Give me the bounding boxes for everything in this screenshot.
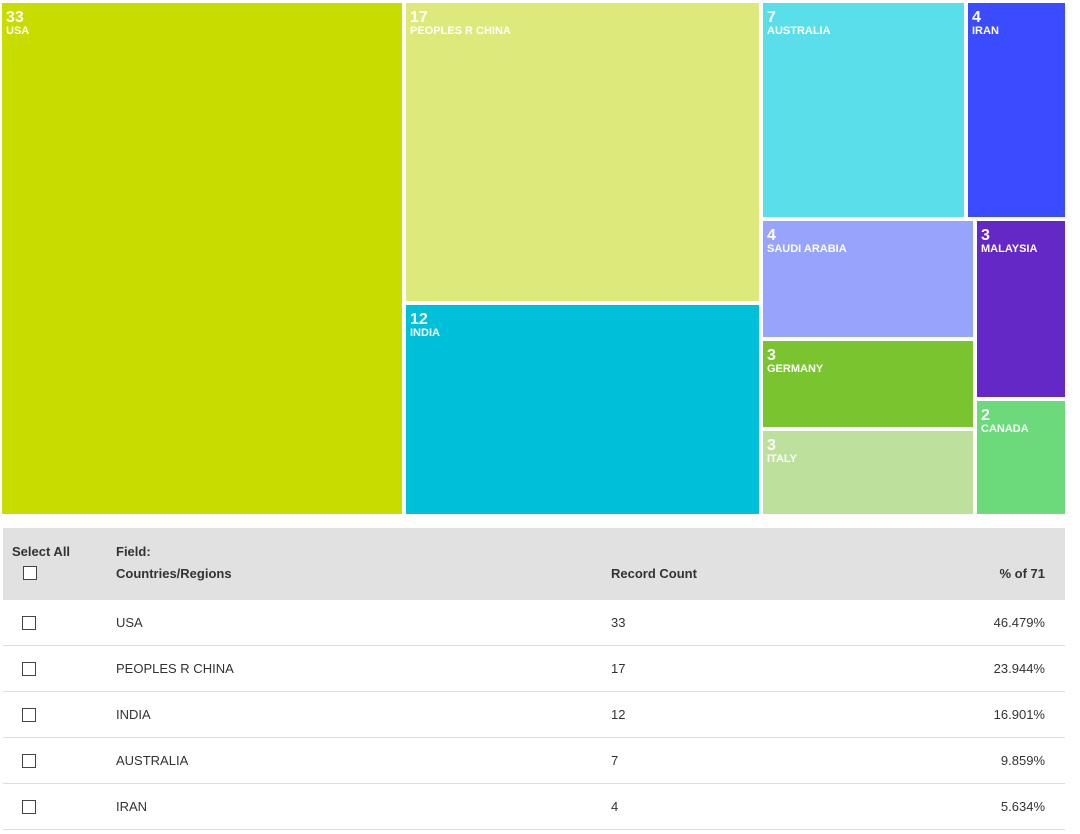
table-row: IRAN 4 5.634% [3, 784, 1065, 830]
tile-label: USA [6, 25, 30, 37]
record-count: 12 [611, 707, 626, 722]
record-count: 4 [611, 799, 619, 814]
tile-label: MALAYSIA [981, 243, 1038, 255]
treemap-tile-australia[interactable]: 7 AUSTRALIA [763, 3, 964, 217]
table-row: USA 33 46.479% [3, 600, 1065, 646]
record-count: 7 [611, 753, 619, 768]
treemap-tile-peoples-r-china[interactable]: 17 PEOPLES R CHINA [406, 3, 759, 301]
table-header: Select All Field: Countries/Regions Reco… [3, 528, 1065, 600]
row-checkbox[interactable] [22, 754, 36, 768]
treemap-tile-canada[interactable]: 2 CANADA [977, 401, 1065, 514]
percent-value: 46.479% [993, 615, 1045, 630]
tile-label: PEOPLES R CHINA [410, 25, 511, 37]
table-row: INDIA 12 16.901% [3, 692, 1065, 738]
select-all-checkbox[interactable] [23, 566, 37, 580]
country-name: PEOPLES R CHINA [116, 661, 234, 676]
tile-label: CANADA [981, 423, 1029, 435]
percent-header[interactable]: % of 71 [999, 566, 1045, 581]
treemap-tile-iran[interactable]: 4 IRAN [968, 3, 1065, 217]
country-name: USA [116, 615, 143, 630]
row-checkbox[interactable] [22, 708, 36, 722]
country-name: IRAN [116, 799, 148, 814]
treemap-chart: 33 USA 17 PEOPLES R CHINA 12 INDIA 7 AUSTRALIA 4… [2, 3, 1065, 514]
percent-value: 16.901% [993, 707, 1045, 722]
treemap-tile-usa[interactable]: 33 USA [2, 3, 402, 514]
treemap-tile-india[interactable]: 12 INDIA [406, 305, 759, 514]
table-row: PEOPLES R CHINA 17 23.944% [3, 646, 1065, 692]
tile-count: 4 [767, 227, 776, 244]
results-table: Select All Field: Countries/Regions Reco… [3, 528, 1065, 830]
record-count: 33 [611, 615, 626, 630]
tile-count: 7 [767, 9, 776, 26]
row-checkbox[interactable] [22, 616, 36, 630]
percent-value: 9.859% [1000, 753, 1045, 768]
treemap-tile-malaysia[interactable]: 3 MALAYSIA [977, 221, 1065, 397]
table-row: AUSTRALIA 7 9.859% [3, 738, 1065, 784]
row-checkbox[interactable] [22, 800, 36, 814]
country-name: AUSTRALIA [116, 753, 189, 768]
treemap-tile-germany[interactable]: 3 GERMANY [763, 341, 973, 427]
treemap-tile-italy[interactable]: 3 ITALY [763, 431, 973, 514]
tile-count: 17 [410, 9, 428, 26]
tile-label: IRAN [972, 25, 999, 37]
tile-label: SAUDI ARABIA [767, 243, 847, 255]
tile-count: 4 [972, 9, 981, 26]
tile-label: ITALY [767, 453, 797, 465]
record-count: 17 [611, 661, 626, 676]
tile-label: AUSTRALIA [767, 25, 831, 37]
tile-count: 33 [6, 9, 24, 26]
tile-count: 3 [981, 227, 990, 244]
tile-count: 2 [981, 407, 990, 424]
row-checkbox[interactable] [22, 662, 36, 676]
tile-count: 3 [767, 437, 776, 454]
treemap-tile-saudi-arabia[interactable]: 4 SAUDI ARABIA [763, 221, 973, 337]
select-all-label: Select All [12, 544, 71, 559]
tile-label: INDIA [410, 327, 440, 339]
field-value: Countries/Regions [116, 566, 232, 581]
country-name: INDIA [116, 707, 151, 722]
tile-count: 3 [767, 347, 776, 364]
tile-count: 12 [410, 311, 428, 328]
tile-label: GERMANY [767, 363, 824, 375]
field-label: Field: [116, 544, 151, 559]
percent-value: 5.634% [1000, 799, 1045, 814]
percent-value: 23.944% [993, 661, 1045, 676]
record-count-header[interactable]: Record Count [611, 566, 697, 581]
